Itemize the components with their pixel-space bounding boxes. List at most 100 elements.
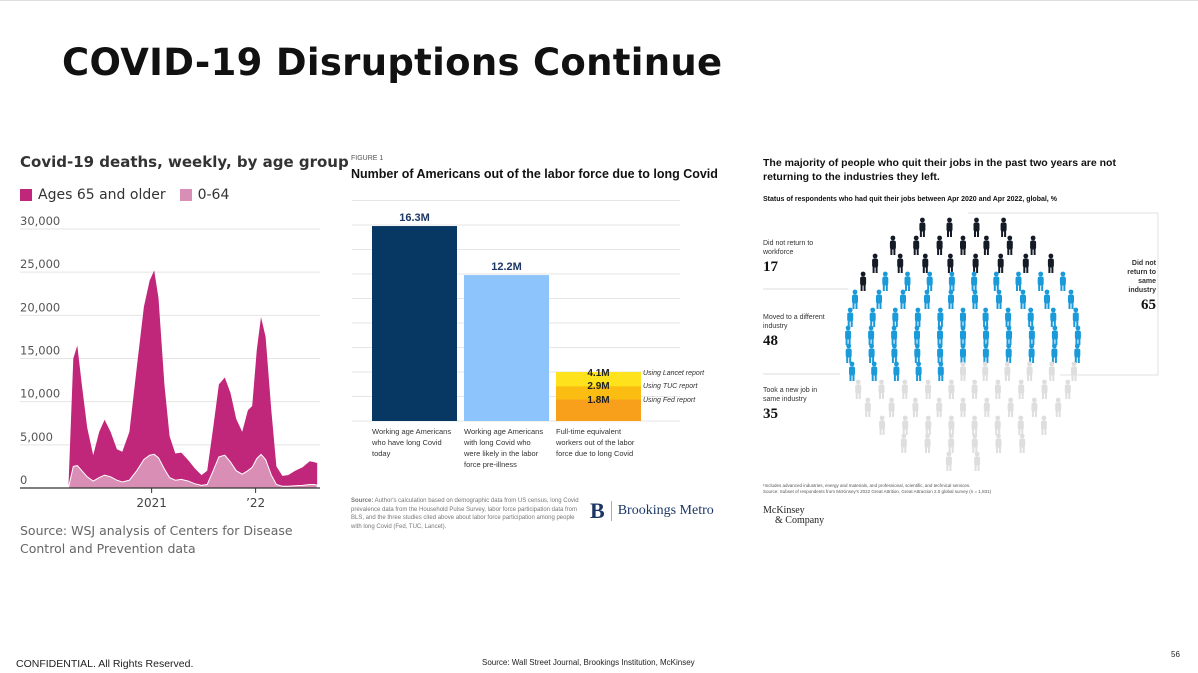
person-leg — [852, 303, 855, 309]
person-body — [925, 420, 932, 430]
person-icon — [982, 307, 989, 327]
person-head — [892, 343, 897, 349]
person-head — [1005, 307, 1011, 313]
person-icon — [871, 361, 878, 381]
person-body — [1026, 366, 1033, 376]
person-icon — [915, 361, 922, 381]
person-head — [1075, 325, 1081, 331]
person-icon — [1051, 343, 1058, 363]
person-leg — [960, 339, 963, 345]
person-body — [897, 258, 904, 268]
person-body — [971, 276, 978, 286]
person-icon — [919, 217, 926, 237]
person-icon — [891, 325, 898, 345]
person-leg — [892, 411, 895, 417]
person-leg — [996, 285, 999, 291]
person-leg — [1029, 339, 1032, 345]
person-leg — [915, 321, 918, 327]
person-icon — [1041, 379, 1048, 399]
person-leg — [963, 249, 966, 255]
person-head — [869, 343, 874, 349]
person-leg — [940, 339, 943, 345]
person-head — [998, 253, 1004, 259]
person-leg — [1032, 357, 1035, 363]
x-tick-label: ’22 — [246, 496, 265, 510]
person-icon — [882, 271, 889, 291]
person-leg — [1051, 357, 1054, 363]
person-leg — [1074, 357, 1077, 363]
person-leg — [996, 447, 998, 453]
person-head — [890, 235, 896, 241]
person-icon — [1017, 415, 1024, 435]
person-leg — [1032, 339, 1035, 345]
person-head — [1044, 289, 1050, 295]
person-body — [1068, 294, 1074, 304]
person-icon — [971, 415, 978, 435]
person-leg — [1009, 339, 1012, 345]
person-leg — [1073, 321, 1076, 327]
person-icon — [995, 433, 1002, 453]
person-leg — [1006, 357, 1009, 363]
person-head — [879, 379, 884, 385]
person-head — [1023, 253, 1029, 259]
person-head — [897, 253, 903, 259]
person-icon — [878, 379, 885, 399]
person-head — [948, 253, 953, 259]
person-head — [974, 217, 979, 223]
person-head — [894, 361, 899, 367]
person-leg — [960, 249, 963, 255]
person-leg — [1076, 321, 1079, 327]
person-head — [1006, 343, 1012, 349]
person-body — [972, 294, 978, 304]
person-leg — [1068, 393, 1071, 399]
person-icon — [1059, 271, 1066, 291]
person-icon — [960, 397, 966, 417]
person-head — [982, 361, 988, 367]
person-head — [996, 289, 1002, 295]
person-leg — [882, 285, 885, 291]
person-leg — [1022, 447, 1025, 453]
person-head — [1016, 271, 1021, 277]
person-body — [904, 276, 911, 286]
person-body — [868, 348, 875, 358]
person-head — [960, 307, 966, 313]
person-icon — [900, 289, 906, 309]
person-icon — [847, 307, 854, 327]
person-head — [845, 325, 851, 331]
person-icon — [914, 307, 921, 327]
source-text: Author's calculation based on demographi… — [351, 498, 579, 530]
person-leg — [948, 429, 951, 435]
person-icon — [1031, 397, 1038, 417]
person-leg — [1034, 411, 1037, 417]
person-body — [1019, 438, 1026, 448]
person-leg — [1044, 429, 1047, 435]
person-leg — [928, 393, 931, 399]
person-leg — [900, 303, 903, 309]
person-leg — [876, 303, 879, 309]
person-leg — [947, 267, 950, 273]
person-body — [1037, 276, 1044, 286]
category-label-2: Working age Americans with long Covid wh… — [464, 427, 544, 469]
person-body — [936, 240, 943, 250]
person-leg — [977, 465, 980, 471]
person-head — [914, 343, 920, 349]
person-icon — [1071, 361, 1077, 381]
person-icon — [1048, 361, 1055, 381]
person-head — [892, 307, 898, 313]
person-head — [972, 433, 978, 439]
figure-label: FIGURE 1 — [351, 155, 384, 162]
person-head — [1029, 343, 1034, 349]
person-leg — [1055, 411, 1058, 417]
person-head — [1007, 235, 1013, 241]
person-body — [960, 330, 966, 340]
person-body — [1041, 384, 1048, 394]
person-icon — [936, 397, 943, 417]
person-body — [889, 240, 896, 250]
person-icon — [960, 361, 966, 381]
person-leg — [1042, 393, 1044, 399]
person-head — [1038, 271, 1044, 277]
person-icon — [872, 253, 879, 273]
legend-label-65plus: Ages 65 and older — [38, 187, 166, 203]
person-leg — [960, 375, 963, 381]
bar — [372, 226, 457, 421]
